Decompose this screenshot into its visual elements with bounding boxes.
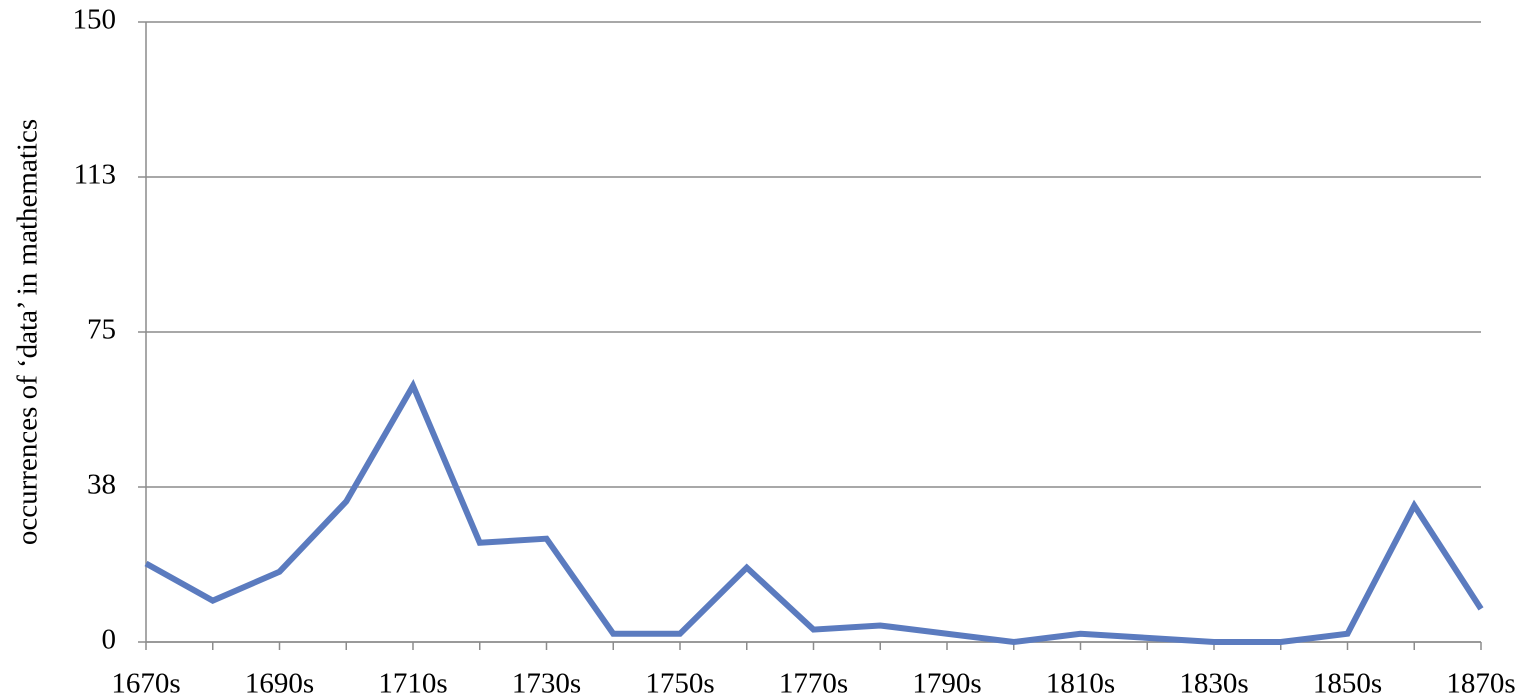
y-tick-label: 38: [87, 469, 116, 501]
x-tick-label: 1670s: [111, 668, 180, 700]
x-tick-label: 1850s: [1313, 668, 1382, 700]
x-tick-label: 1810s: [1046, 668, 1115, 700]
y-tick-label: 0: [102, 624, 117, 656]
x-tick-label: 1830s: [1179, 668, 1248, 700]
x-tick-label: 1870s: [1446, 668, 1515, 700]
x-tick-label: 1750s: [645, 668, 714, 700]
y-tick-label: 75: [87, 314, 116, 346]
data-line: [144, 379, 1484, 646]
y-tick-label: 150: [73, 4, 117, 36]
y-axis-label: occurrences of ‘data’ in mathematics: [12, 119, 44, 545]
y-tick-label: 113: [74, 159, 116, 191]
x-tick-label: 1710s: [378, 668, 447, 700]
x-tick-label: 1790s: [912, 668, 981, 700]
x-tick-label: 1730s: [512, 668, 581, 700]
x-tick-label: 1690s: [245, 668, 314, 700]
x-tick-label: 1770s: [779, 668, 848, 700]
